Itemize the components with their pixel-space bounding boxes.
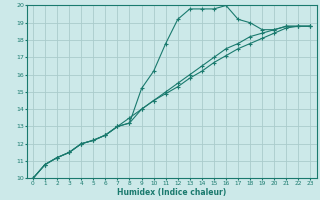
X-axis label: Humidex (Indice chaleur): Humidex (Indice chaleur) — [117, 188, 226, 197]
